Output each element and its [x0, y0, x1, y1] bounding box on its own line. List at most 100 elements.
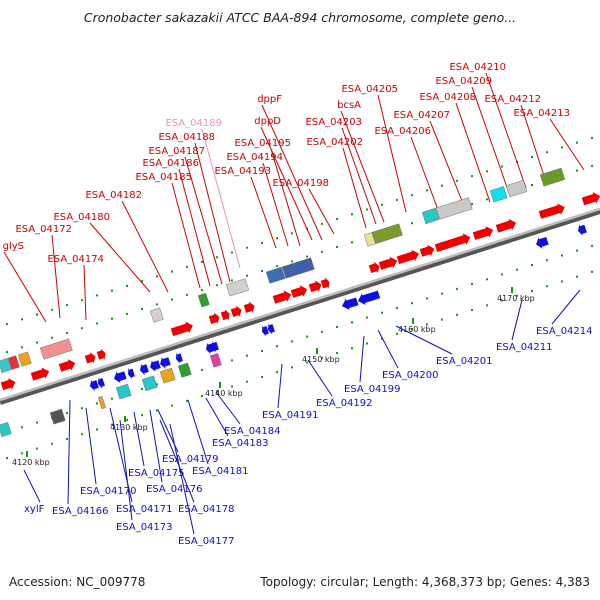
reverse-gene-arrow[interactable]: [174, 351, 183, 364]
forward-gene-arrow[interactable]: [419, 243, 436, 259]
forward-gene-arrow[interactable]: [495, 217, 518, 235]
track-dot: [66, 437, 68, 440]
gene-label-forward: ESA_04205: [341, 84, 398, 95]
forward-gene-arrow[interactable]: [368, 260, 381, 274]
track-dot: [261, 375, 263, 378]
reverse-gene-arrow[interactable]: [138, 362, 149, 376]
forward-gene-arrow[interactable]: [434, 232, 472, 254]
track-dot: [126, 284, 128, 287]
reverse-gene-arrow[interactable]: [576, 223, 587, 237]
forward-gene-arrow[interactable]: [170, 320, 195, 338]
reverse-gene-arrow[interactable]: [158, 355, 171, 369]
feature-block[interactable]: [17, 351, 32, 367]
gene-label-reverse: ESA_04173: [116, 522, 173, 533]
forward-gene-arrow[interactable]: [96, 348, 107, 362]
feature-block[interactable]: [209, 353, 222, 368]
track-dot: [246, 274, 248, 277]
forward-gene-arrow[interactable]: [84, 351, 97, 365]
feature-block[interactable]: [0, 357, 12, 373]
forward-gene-arrow[interactable]: [30, 366, 51, 383]
leader-line: [169, 423, 195, 535]
feature-block[interactable]: [177, 362, 192, 378]
track-dot: [111, 289, 113, 292]
forward-gene-arrow[interactable]: [581, 190, 600, 207]
feature-block[interactable]: [0, 421, 12, 437]
track-dot: [6, 323, 8, 326]
feature-block[interactable]: [141, 375, 158, 392]
feature-block[interactable]: [39, 338, 73, 360]
leader-line: [171, 182, 201, 289]
gene-label-forward: ESA_04185: [135, 172, 192, 183]
reverse-gene-arrow[interactable]: [112, 369, 127, 384]
reverse-gene-arrow[interactable]: [96, 376, 105, 389]
track-dot: [51, 308, 53, 311]
leader-line: [520, 104, 547, 183]
leader-line: [377, 329, 399, 369]
track-dot: [66, 303, 68, 306]
track-dot: [81, 433, 83, 436]
feature-block[interactable]: [421, 207, 440, 225]
reverse-gene-arrow[interactable]: [126, 367, 135, 380]
forward-gene-arrow[interactable]: [308, 279, 323, 294]
reverse-gene-arrow[interactable]: [356, 289, 381, 307]
reverse-gene-arrow[interactable]: [340, 296, 359, 312]
forward-gene-arrow[interactable]: [396, 248, 421, 266]
forward-gene-arrow[interactable]: [220, 308, 231, 322]
track-dot: [531, 263, 533, 266]
feature-block[interactable]: [7, 355, 20, 370]
forward-gene-arrow[interactable]: [0, 376, 17, 392]
feature-block[interactable]: [197, 292, 210, 308]
feature-block[interactable]: [115, 383, 132, 400]
feature-block[interactable]: [363, 232, 376, 247]
reverse-gene-arrow[interactable]: [210, 340, 219, 353]
track-dot: [246, 380, 248, 383]
track-dot: [591, 244, 593, 247]
forward-gene-arrow[interactable]: [243, 300, 256, 314]
forward-gene-arrow[interactable]: [208, 311, 221, 325]
track-dot: [456, 179, 458, 182]
feature-block[interactable]: [505, 179, 528, 198]
reverse-gene-arrow[interactable]: [88, 378, 99, 392]
forward-gene-arrow[interactable]: [320, 276, 331, 290]
leader-line: [51, 234, 61, 319]
forward-gene-arrow[interactable]: [538, 202, 566, 221]
forward-gene-arrow[interactable]: [378, 255, 399, 272]
gene-features[interactable]: [0, 167, 600, 437]
reverse-gene-arrow[interactable]: [534, 235, 549, 250]
forward-gene-arrow[interactable]: [290, 283, 309, 299]
reverse-gene-arrow[interactable]: [266, 322, 275, 335]
feature-block[interactable]: [435, 197, 473, 220]
feature-block[interactable]: [49, 408, 66, 425]
track-dot: [141, 388, 143, 391]
feature-block[interactable]: [265, 266, 286, 284]
leader-line: [89, 222, 151, 293]
reverse-gene-arrow[interactable]: [260, 324, 269, 337]
track-dot: [486, 198, 488, 201]
leader-line: [178, 168, 211, 287]
leader-line: [308, 188, 335, 235]
track-dot: [546, 285, 548, 288]
track-dot: [471, 203, 473, 206]
track-dot: [531, 155, 533, 158]
feature-block[interactable]: [159, 367, 176, 384]
leader-line: [277, 363, 283, 409]
feature-block[interactable]: [539, 167, 566, 187]
track-dot: [471, 283, 473, 286]
feature-block[interactable]: [371, 223, 403, 244]
track-dot: [156, 383, 158, 386]
leader-line: [149, 409, 163, 483]
feature-block[interactable]: [225, 278, 250, 297]
forward-gene-arrow[interactable]: [58, 357, 77, 373]
feature-block[interactable]: [149, 307, 164, 323]
forward-gene-arrow[interactable]: [472, 224, 495, 242]
track-dot: [411, 194, 413, 197]
feature-block[interactable]: [281, 257, 315, 279]
forward-gene-arrow[interactable]: [272, 289, 293, 306]
feature-block[interactable]: [97, 395, 106, 410]
leader-line: [205, 397, 229, 437]
reverse-gene-arrow[interactable]: [148, 359, 161, 373]
forward-gene-arrow[interactable]: [230, 304, 243, 318]
track-dot: [366, 208, 368, 211]
track-dot: [81, 327, 83, 330]
feature-block[interactable]: [489, 186, 508, 203]
